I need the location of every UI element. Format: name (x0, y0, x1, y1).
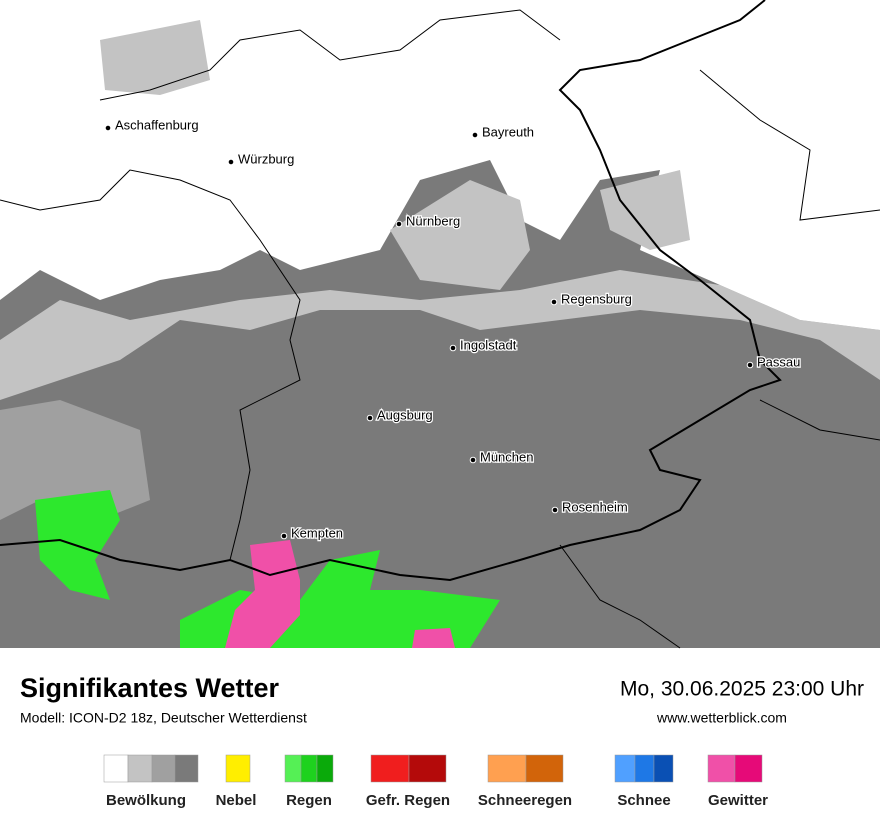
swatch (734, 754, 763, 783)
swatch (103, 754, 129, 783)
city-dot (227, 158, 235, 166)
city-label: Bayreuth (482, 124, 534, 139)
city-dot (280, 532, 288, 540)
legend-labels: Bewölkung Nebel Regen Gefr. Regen Schneerege… (106, 792, 768, 809)
legend-label: Schnee (617, 792, 670, 809)
cloud-light (0, 270, 880, 400)
website: www.wetterblick.com (656, 710, 787, 726)
swatch (151, 754, 176, 783)
cloud-light (390, 180, 530, 290)
city-label: Nürnberg (406, 213, 460, 228)
subtitle: Modell: ICON-D2 18z, Deutscher Wetterdie… (20, 710, 307, 726)
legend-label: Bewölkung (106, 792, 186, 809)
swatch (487, 754, 527, 783)
city-label: Würzburg (238, 151, 294, 166)
cities: Aschaffenburg Würzburg Bayreuth Nürnberg Reg… (104, 116, 802, 542)
legend-label: Nebel (216, 792, 257, 809)
datetime: Mo, 30.06.2025 23:00 Uhr (620, 678, 864, 701)
city-label: Augsburg (377, 407, 433, 422)
thunderstorm (412, 628, 455, 648)
city-label: München (480, 449, 533, 464)
city-dot (746, 361, 754, 369)
swatch (174, 754, 199, 783)
swatch (707, 754, 736, 783)
map (0, 0, 880, 649)
cloud-medium (0, 400, 150, 520)
borders (0, 0, 880, 649)
legend-label: Gefr. Regen (366, 792, 450, 809)
city-dot (449, 344, 457, 352)
city-label: Rosenheim (562, 499, 628, 514)
city-label: Kempten (291, 525, 343, 540)
city-dot (550, 298, 558, 306)
city-label: Regensburg (561, 291, 632, 306)
city-label: Passau (757, 354, 800, 369)
swatch (408, 754, 447, 783)
city-dot (395, 220, 403, 228)
swatch (225, 754, 251, 783)
cloud-light (100, 20, 210, 95)
city-dot (471, 131, 479, 139)
swatch (300, 754, 318, 783)
cloud-light (600, 170, 690, 250)
swatch (653, 754, 674, 783)
swatch (634, 754, 655, 783)
thunderstorm (225, 540, 300, 648)
title: Signifikantes Wetter (20, 673, 280, 703)
city-label: Aschaffenburg (115, 117, 199, 132)
swatch (525, 754, 564, 783)
swatch (127, 754, 153, 783)
swatch (614, 754, 636, 783)
city-label: Ingolstadt (460, 337, 517, 352)
legend-label: Gewitter (708, 792, 768, 809)
city-dot (104, 124, 112, 132)
legend-label: Schneeregen (478, 792, 572, 809)
swatch (284, 754, 302, 783)
city-dot (366, 414, 374, 422)
swatch (370, 754, 410, 783)
legend-label: Regen (286, 792, 332, 809)
swatch (316, 754, 334, 783)
city-dot (551, 506, 559, 514)
city-dot (469, 456, 477, 464)
legend-swatches (103, 754, 763, 783)
